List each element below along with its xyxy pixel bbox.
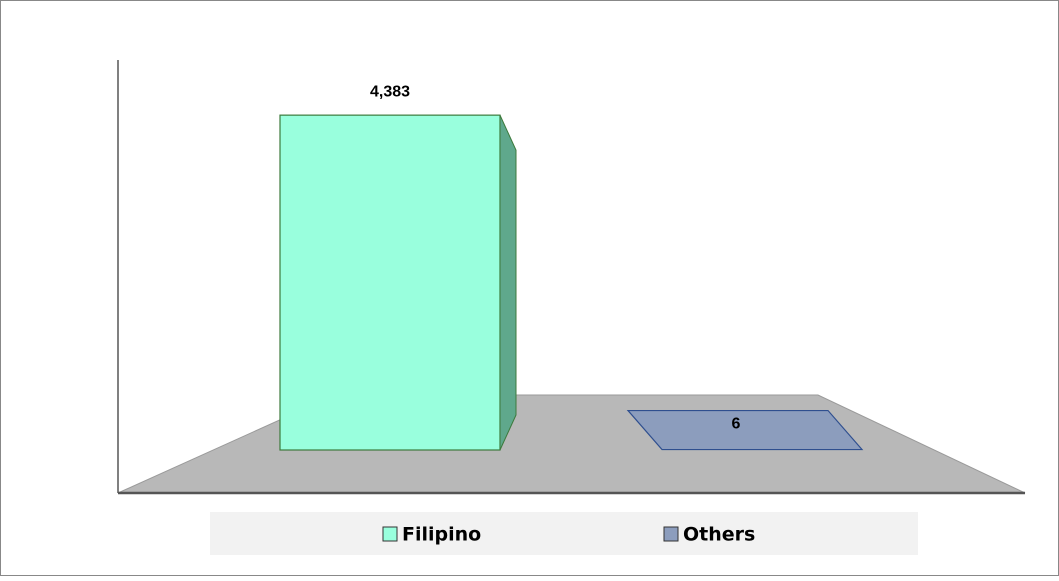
bar [626,409,864,451]
legend-swatch [382,526,398,542]
legend-label: Filipino [402,524,481,546]
data-label: 4,383 [370,83,410,100]
bar [279,114,501,451]
data-label: 6 [732,415,741,432]
bar-side [499,114,517,451]
legend-swatch [663,526,679,542]
legend-label: Others [683,524,755,546]
legend [210,512,918,555]
